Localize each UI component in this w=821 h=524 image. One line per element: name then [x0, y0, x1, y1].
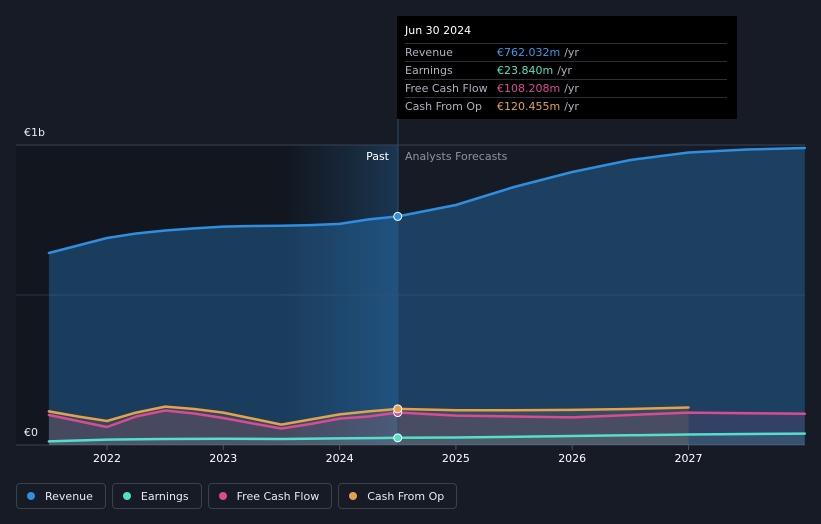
line-free-cash-flow — [47, 409, 807, 430]
line-earnings — [47, 432, 807, 443]
x-tick-label: 2025 — [442, 452, 470, 465]
legend-label: Earnings — [140, 489, 189, 503]
legend: Revenue Earnings Free Cash Flow Cash From O… — [16, 483, 458, 509]
tooltip-row-label: Earnings — [405, 64, 453, 77]
marker-revenue — [393, 211, 403, 221]
tooltip-row: Revenue €762.032m/yr — [405, 43, 727, 61]
tooltip-row-unit: /yr — [557, 64, 572, 77]
legend-label: Free Cash Flow — [236, 489, 320, 503]
legend-dot-icon — [122, 492, 131, 500]
legend-item-cash-from-op[interactable]: Cash From Op — [338, 483, 458, 509]
tooltip-row-label: Free Cash Flow — [405, 82, 488, 95]
x-tick-label: 2024 — [326, 452, 354, 465]
x-tick-label: 2022 — [93, 452, 121, 465]
legend-label: Revenue — [45, 489, 93, 503]
tooltip-row-unit: /yr — [564, 46, 579, 59]
legend-label: Cash From Op — [367, 489, 445, 503]
marker-earnings — [393, 433, 403, 443]
tooltip-row: Free Cash Flow €108.208m/yr — [405, 79, 727, 97]
tooltip-row-unit: /yr — [564, 100, 579, 113]
legend-item-revenue[interactable]: Revenue — [16, 483, 106, 509]
line-revenue — [47, 146, 807, 255]
tooltip-row-label: Cash From Op — [405, 100, 483, 113]
tooltip-row: Cash From Op €120.455m/yr — [405, 97, 727, 115]
legend-dot-icon — [218, 492, 227, 500]
marker-cash-from-op — [393, 404, 403, 414]
forecast-label: Analysts Forecasts — [405, 150, 508, 163]
tooltip-row-value: €120.455m — [497, 100, 561, 113]
x-tick-label: 2027 — [675, 452, 703, 465]
legend-dot-icon — [349, 492, 358, 500]
y-label-top: €1b — [24, 126, 45, 139]
gridlines — [16, 144, 805, 446]
tooltip-row-label: Revenue — [405, 46, 453, 59]
area-revenue — [48, 148, 805, 445]
x-tick-label: 2026 — [558, 452, 586, 465]
legend-item-free-cash-flow[interactable]: Free Cash Flow — [207, 483, 333, 509]
tooltip-date: Jun 30 2024 — [405, 24, 472, 37]
past-label: Past — [366, 150, 390, 163]
x-tick-label: 2023 — [209, 452, 237, 465]
tooltip-row-value: €108.208m — [497, 82, 561, 95]
tooltip-row-value: €23.840m — [497, 64, 554, 77]
tooltip-row-value: €762.032m — [497, 46, 561, 59]
x-axis-ticks: 2022 2023 2024 2025 2026 2027 — [93, 445, 703, 465]
series-lines — [47, 146, 807, 443]
tooltip-row: Earnings €23.840m/yr — [405, 61, 727, 79]
tooltip: Jun 30 2024 Revenue €762.032m/yr Earnings €… — [397, 16, 737, 119]
y-label-bottom: €0 — [24, 426, 38, 439]
legend-dot-icon — [27, 492, 35, 500]
tooltip-row-unit: /yr — [564, 82, 579, 95]
line-cash-from-op — [47, 405, 690, 426]
legend-item-earnings[interactable]: Earnings — [111, 483, 202, 509]
hover-markers — [393, 211, 403, 443]
